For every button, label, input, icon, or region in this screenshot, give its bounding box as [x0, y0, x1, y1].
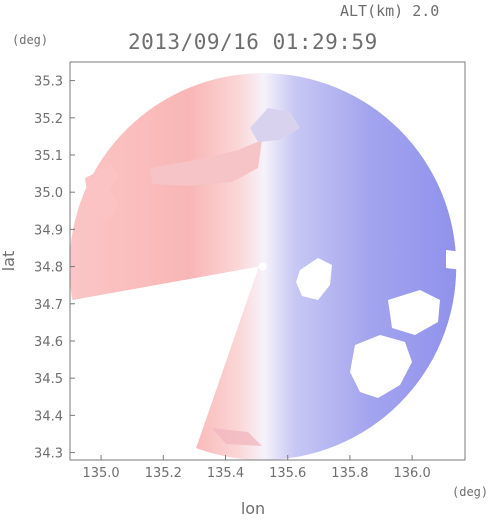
radar-site-marker: [258, 262, 267, 271]
echo-gap-far-east: [446, 250, 462, 270]
y-axis-label: lat: [0, 251, 18, 272]
y-tick-label: 35.3: [34, 75, 63, 90]
echo-fragment-northeast: [250, 108, 300, 142]
y-tick-label: 35.0: [34, 186, 63, 201]
echo-gap-east: [296, 258, 332, 300]
x-tick-label: 135.4: [207, 466, 244, 481]
x-tick-label: 136.0: [394, 466, 431, 481]
y-tick-label: 34.8: [34, 261, 63, 276]
no-echo-wedge: [70, 266, 259, 460]
echo-band-south: [212, 428, 262, 446]
y-tick-label: 34.7: [34, 298, 63, 313]
plot-frame: [69, 61, 466, 461]
y-tick-label: 34.3: [34, 447, 63, 462]
y-tick-label: 34.9: [34, 223, 63, 238]
y-tick-label: 35.2: [34, 112, 63, 127]
y-tick-label: 34.5: [34, 372, 63, 387]
y-tick-label: 34.6: [34, 335, 63, 350]
x-axis: 135.0 135.2 135.4 135.6 135.8 136.0: [82, 455, 431, 481]
x-tick-label: 135.2: [145, 466, 182, 481]
x-tick-label: 135.6: [269, 466, 306, 481]
x-tick-label: 135.8: [331, 466, 368, 481]
echo-fragment-north: [150, 140, 262, 186]
altitude-label: ALT(km) 2.0: [340, 2, 439, 20]
y-unit-label: (deg): [12, 33, 48, 47]
echo-gap-southeast: [350, 335, 412, 398]
chart-title: 2013/09/16 01:29:59: [128, 30, 378, 54]
echo-fragment-northwest: [85, 165, 118, 218]
x-tick-label: 135.0: [82, 466, 119, 481]
x-unit-label: (deg): [452, 485, 488, 499]
x-axis-label: lon: [241, 499, 265, 518]
y-axis: 34.3 34.4 34.5 34.6 34.7 34.8 34.9 35.0 35.1 35.2…: [34, 75, 75, 462]
y-tick-label: 35.1: [34, 149, 63, 164]
echo-gap-southeast-2: [388, 290, 440, 335]
y-tick-label: 34.4: [34, 409, 63, 424]
radar-field: [70, 73, 462, 460]
